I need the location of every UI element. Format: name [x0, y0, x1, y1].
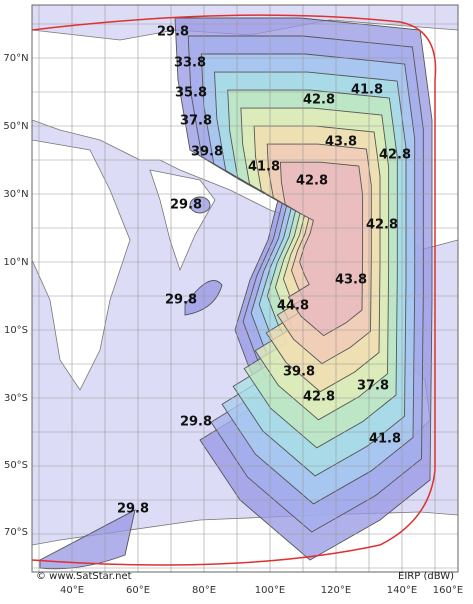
lat-label: 30°S	[4, 393, 28, 404]
contour-label: 42.8	[303, 93, 335, 108]
unit-label: EIRP (dBW)	[398, 571, 454, 582]
contour-label: 42.8	[366, 218, 398, 233]
contour-label: 39.8	[191, 145, 223, 160]
contour-label: 41.8	[369, 432, 401, 447]
lon-label: 60°E	[126, 585, 150, 596]
map-frame	[31, 4, 459, 573]
contour-label: 29.8	[180, 415, 212, 430]
contour-label: 33.8	[174, 56, 206, 71]
lat-label: 30°N	[3, 189, 28, 200]
lon-label: 80°E	[192, 585, 216, 596]
coverage-edge	[31, 14, 437, 566]
map-layer	[32, 5, 458, 572]
lat-label: 70°N	[3, 53, 28, 64]
contour-label: 42.8	[303, 390, 335, 405]
lon-label: 140°E	[387, 585, 417, 596]
contour-label: 29.8	[157, 25, 189, 40]
contour-island	[189, 196, 211, 214]
contour-label: 39.8	[283, 365, 315, 380]
lon-label: 160°E	[433, 585, 463, 596]
lon-label: 120°E	[321, 585, 351, 596]
lon-label: 100°E	[255, 585, 285, 596]
contour-label: 37.8	[180, 114, 212, 129]
contour-label: 37.8	[357, 379, 389, 394]
contour-label: 43.8	[325, 135, 357, 150]
africa	[32, 139, 131, 391]
contour-label: 41.8	[351, 83, 383, 98]
contour-label: 41.8	[248, 160, 280, 175]
contour-label: 42.8	[379, 148, 411, 163]
contour-island	[184, 280, 223, 316]
lat-label: 10°S	[4, 325, 28, 336]
lat-label: 50°S	[4, 460, 28, 471]
india	[149, 169, 216, 272]
contour-label: 35.8	[175, 86, 207, 101]
lat-label: 70°S	[4, 527, 28, 538]
credit: © www.SatStar.net	[36, 571, 132, 582]
lat-label: 50°N	[3, 121, 28, 132]
contour-label: 44.8	[277, 299, 309, 314]
graticule	[32, 5, 458, 572]
contour-label: 29.8	[117, 502, 149, 517]
lat-label: 10°N	[3, 257, 28, 268]
contour-label: 29.8	[170, 198, 202, 213]
contour-label: 42.8	[296, 174, 328, 189]
lon-label: 40°E	[60, 585, 84, 596]
contour-label: 29.8	[165, 293, 197, 308]
contour-label: 43.8	[335, 273, 367, 288]
